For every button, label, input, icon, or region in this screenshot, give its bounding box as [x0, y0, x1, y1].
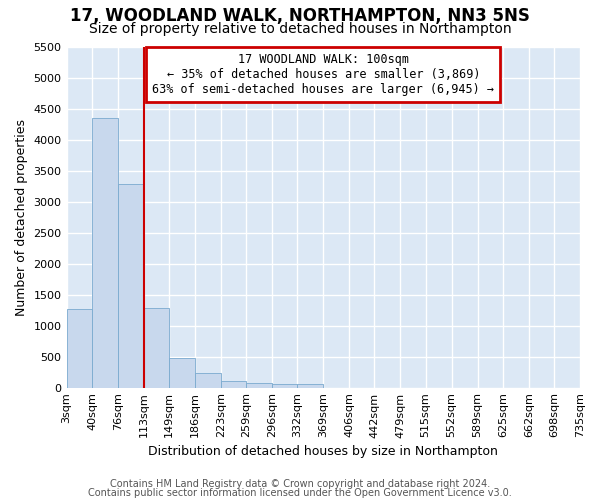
- X-axis label: Distribution of detached houses by size in Northampton: Distribution of detached houses by size …: [148, 444, 498, 458]
- Text: Size of property relative to detached houses in Northampton: Size of property relative to detached ho…: [89, 22, 511, 36]
- Bar: [298, 384, 323, 388]
- Bar: [272, 384, 298, 388]
- Bar: [246, 383, 272, 388]
- Y-axis label: Number of detached properties: Number of detached properties: [15, 118, 28, 316]
- Bar: [169, 358, 195, 388]
- Bar: [221, 382, 246, 388]
- Bar: [195, 372, 221, 388]
- Text: Contains HM Land Registry data © Crown copyright and database right 2024.: Contains HM Land Registry data © Crown c…: [110, 479, 490, 489]
- Bar: [67, 309, 92, 388]
- Text: 17 WOODLAND WALK: 100sqm
← 35% of detached houses are smaller (3,869)
63% of sem: 17 WOODLAND WALK: 100sqm ← 35% of detach…: [152, 54, 494, 96]
- Bar: [144, 308, 169, 388]
- Bar: [92, 118, 118, 388]
- Text: Contains public sector information licensed under the Open Government Licence v3: Contains public sector information licen…: [88, 488, 512, 498]
- Bar: [118, 184, 144, 388]
- Text: 17, WOODLAND WALK, NORTHAMPTON, NN3 5NS: 17, WOODLAND WALK, NORTHAMPTON, NN3 5NS: [70, 8, 530, 26]
